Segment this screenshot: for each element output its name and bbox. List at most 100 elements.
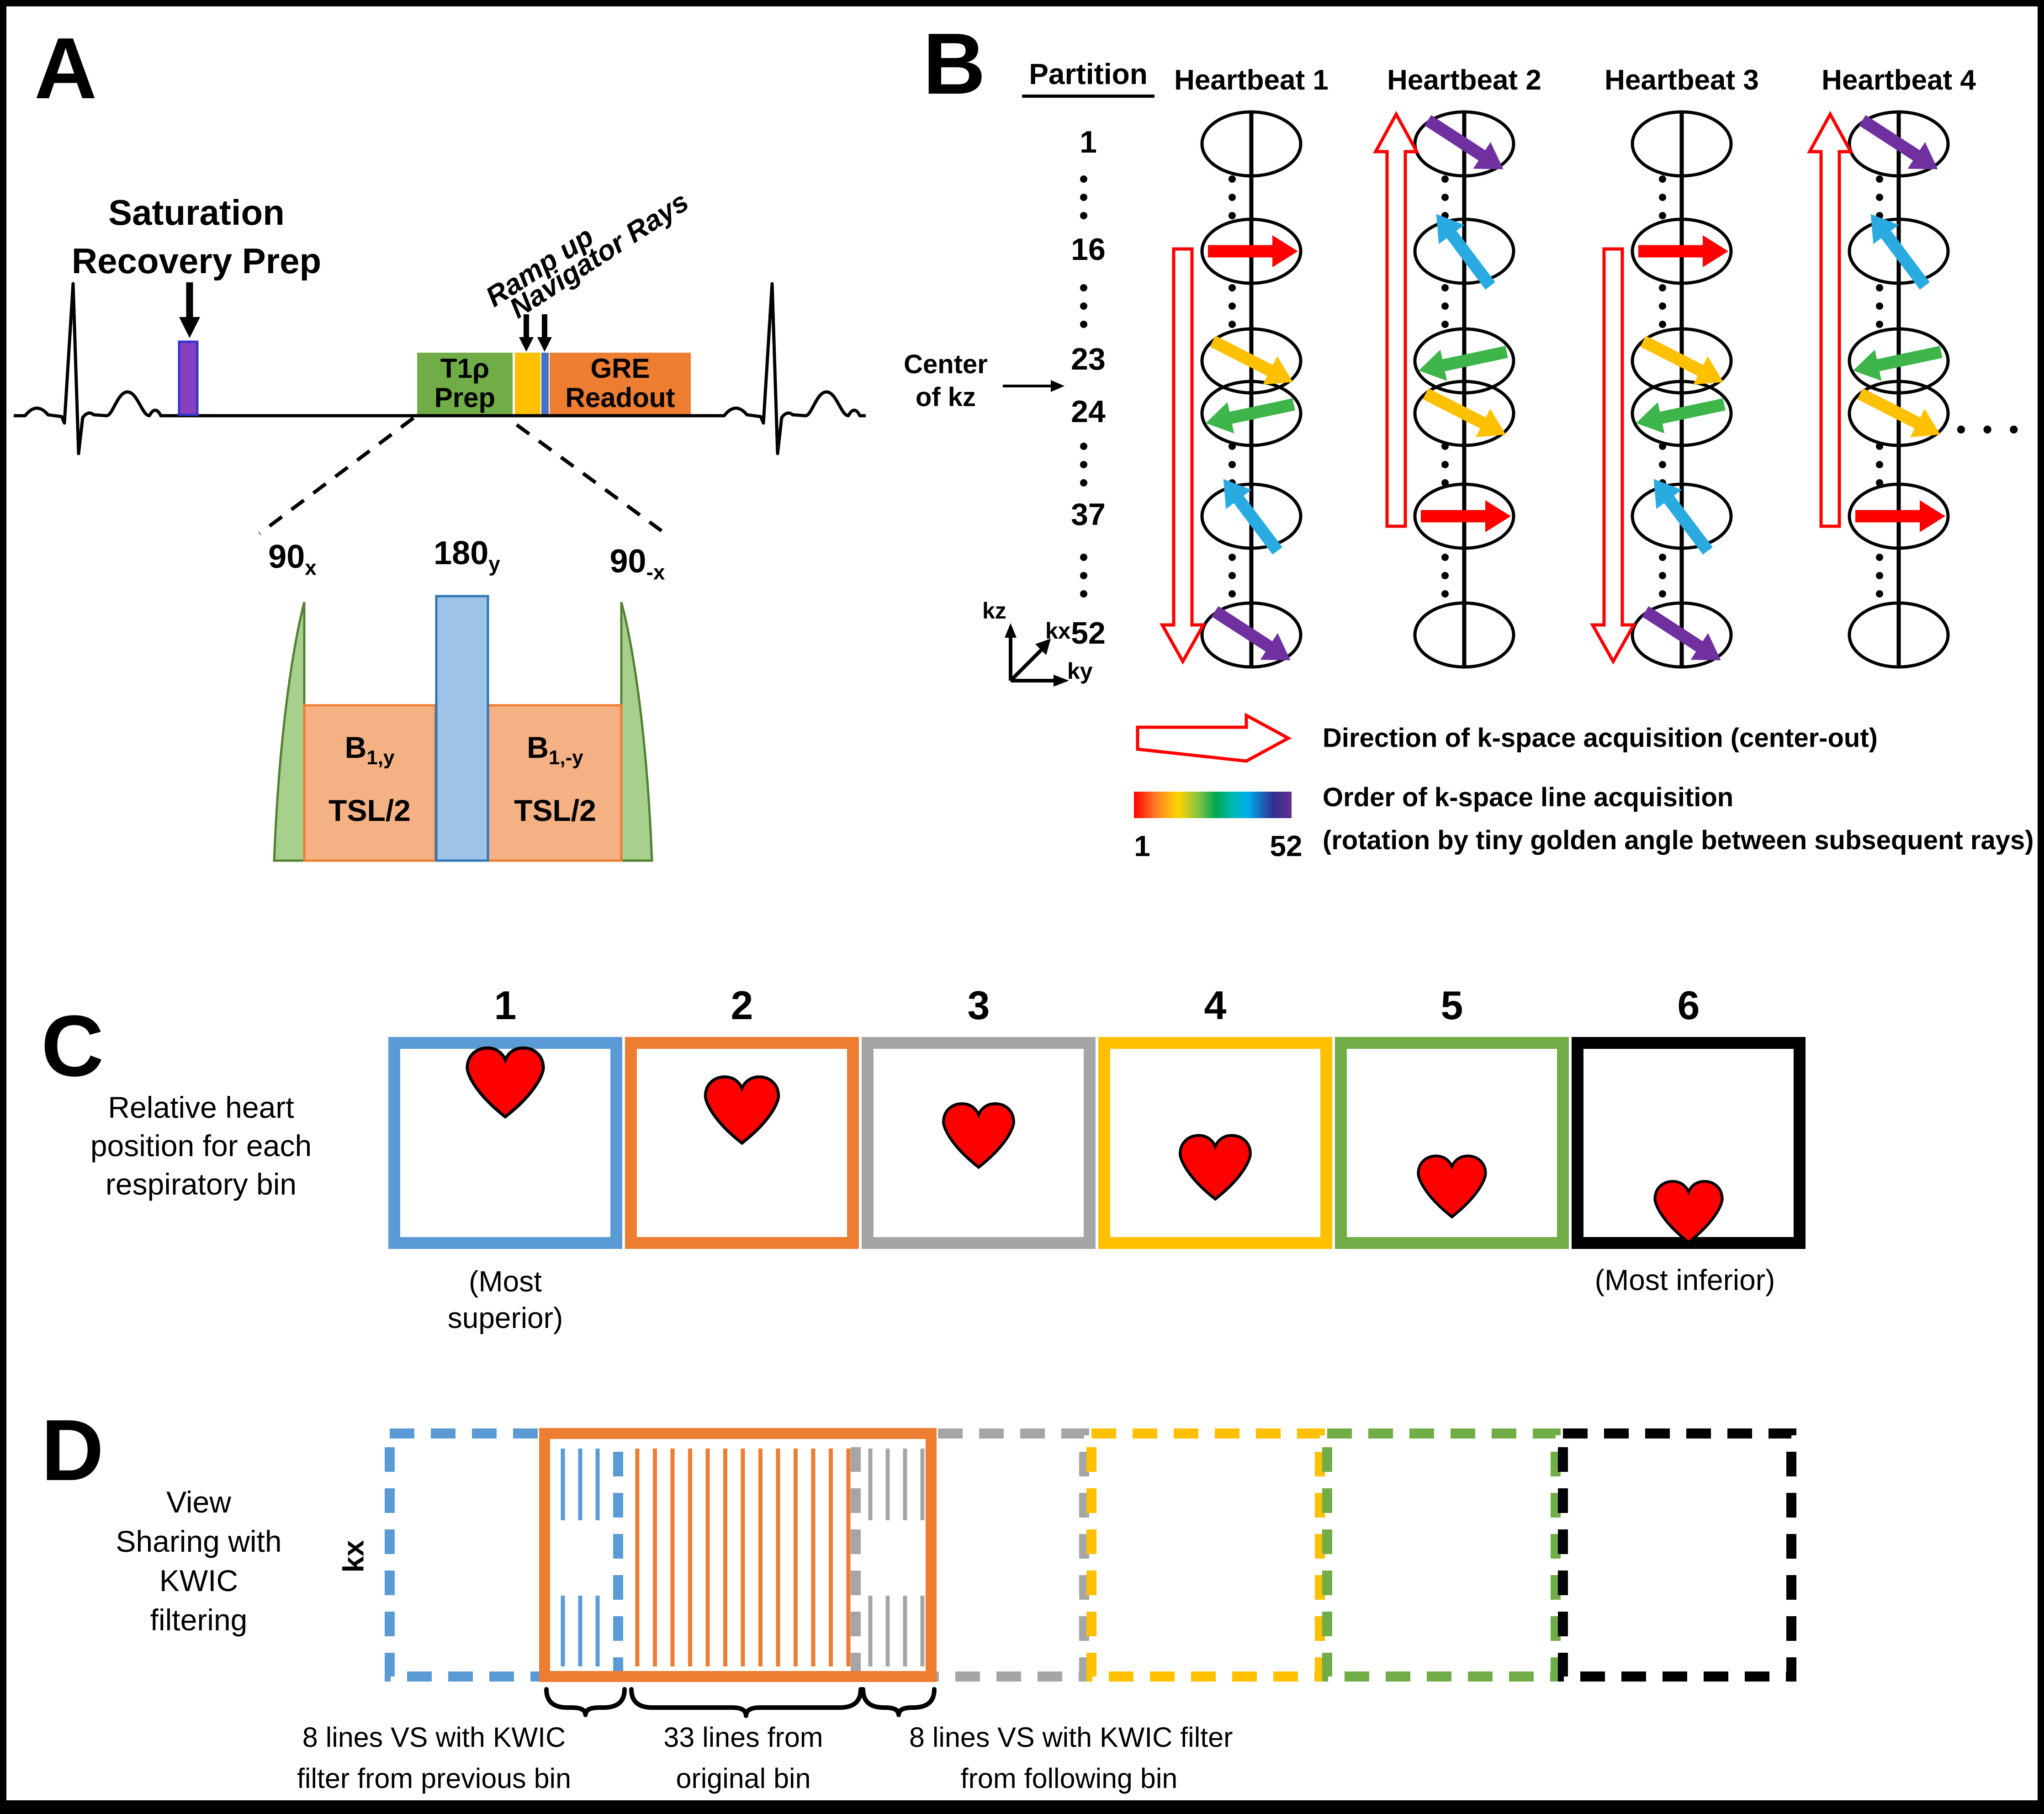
kxy-plane-hb1-p24 [1200,380,1303,447]
kz-axis-head [1005,623,1017,638]
kz-axis-label: kz [982,598,1006,624]
frame-right [2038,0,2044,1814]
hb3-gap0-dot-2 [1659,212,1666,219]
partition-gap1-dot-1 [1080,302,1087,310]
tip-down-90x-pulse [273,602,306,862]
kxy-plane-hb3-p52 [1631,601,1733,669]
hb2-gap2-dot-0 [1441,443,1449,450]
ray-hb4-p1 [1859,115,1938,169]
pulse-90x-label: 90x [254,538,331,580]
frame-left [0,0,6,1814]
kwic-bin-dashed-5 [1558,1428,1796,1682]
annotation-original-line2: original bin [676,1763,811,1794]
hb1-gap0-dot-2 [1229,212,1236,219]
ray-hb3-p37 [1653,479,1713,555]
hb3-gap1-dot-0 [1659,284,1666,291]
ray-hb2-p24 [1423,388,1506,438]
partition-row-37: 37 [1071,497,1106,532]
hb4-gap2-dot-0 [1876,443,1883,450]
sweep-arrow-hb3-down [1590,247,1636,665]
most-inferior-label: (Most inferior) [1594,1264,1775,1296]
ray-hb2-p37 [1421,500,1511,532]
hb4-gap3-dot-1 [1876,572,1883,579]
spinlock1-duration: TSL/2 [328,793,411,827]
kx-axis-label: kx [1045,618,1071,644]
panel-c-label: C [41,998,104,1095]
kxy-plane-hb3-p37 [1631,482,1733,550]
sweep-arrow-hb4-up [1807,111,1853,528]
ray-hb3-p24 [1636,398,1726,434]
kxy-plane-hb3-p1 [1631,110,1733,178]
annotation-original-bin: 33 lines from original bin [606,1717,880,1799]
ray-hb2-p16 [1436,214,1495,290]
ray-hb2-p23 [1419,346,1508,381]
hb3-gap3-dot-0 [1659,554,1666,561]
kxy-plane-hb1-p1 [1200,110,1303,178]
kxy-plane-hb2-p23 [1413,327,1515,395]
hb3-gap1-dot-2 [1659,321,1666,328]
kx-axis-line [1009,647,1044,682]
legend-direction-text: Direction of k-space acquisition (center… [1323,723,1878,753]
kxy-plane-hb4-p52 [1848,601,1950,669]
ray-hb4-p24 [1857,388,1940,438]
bin-number-2: 2 [731,983,753,1028]
kxy-plane-hb2-p52 [1413,601,1515,669]
hb2-gap2-dot-2 [1441,479,1449,487]
ray-hb4-p37 [1855,500,1945,532]
pulse-90negx-sub: -x [646,560,665,584]
ray-hb3-p52 [1642,606,1721,661]
heartbeat-2-header: Heartbeat 2 [1387,64,1541,96]
ramp-up-arrow-head [519,337,534,352]
bin-number-4: 4 [1204,983,1227,1028]
spinlock1-label: B1,y [322,730,418,769]
ray-hb1-p23 [1210,335,1293,385]
most-superior-label: (Most superior) [391,1263,620,1336]
hb2-gap3-dot-0 [1441,554,1449,561]
saturation-recovery-label: Saturation Recovery Prep [71,188,322,285]
partition-gap2-dot-1 [1080,461,1087,468]
hb2-gap3-dot-2 [1441,590,1449,598]
respiratory-bin-box-2 [625,1037,859,1249]
panel-c-caption-line2: position for each [90,1129,312,1163]
hb3-gap0-dot-0 [1659,175,1666,183]
most-superior-line1: (Most [469,1265,542,1298]
panel-c-caption-line1: Relative heart [108,1090,294,1124]
spinlock2-box [487,704,623,862]
pulse-90negx-label: 90-x [594,543,681,584]
hb1-gap1-dot-1 [1229,302,1236,310]
respiratory-bin-box-6 [1572,1037,1806,1249]
bin-number-3: 3 [967,983,990,1028]
panel-d-caption-line1: View [166,1485,231,1519]
hb3-gap0-dot-1 [1659,194,1666,201]
partition-gap0-dot-2 [1080,212,1087,219]
panel-d-caption-line4: filtering [150,1603,248,1637]
ray-hb2-p1 [1424,115,1504,169]
kxy-plane-hb2-p1 [1413,110,1515,178]
hb1-gap3-dot-1 [1229,572,1236,579]
hb2-gap0-dot-1 [1441,194,1449,201]
bin-number-6: 6 [1677,983,1700,1028]
center-kz-arrow-head [1051,380,1064,392]
partition-row-1: 1 [1080,125,1097,159]
brace-previous-lines [544,1687,627,1717]
hb4-gap0-dot-1 [1876,194,1883,201]
heartbeat-ellipsis: • • • [1956,414,2023,444]
kxy-plane-hb4-p1 [1848,110,1950,178]
kwic-window-box [539,1428,937,1682]
partition-row-52: 52 [1071,616,1106,651]
hb3-gap1-dot-1 [1659,302,1666,310]
kwic-bin-dashed-2 [851,1428,1089,1682]
ramp-up-bar [515,353,540,415]
annotation-previous-line1: 8 lines VS with KWIC [302,1722,566,1753]
partition-gap0-dot-1 [1080,194,1087,201]
kx-axis-head [1035,639,1051,655]
pulse-90x-base: 90 [268,539,305,575]
partition-row-16: 16 [1071,232,1106,267]
gre-box-line2: Readout [565,382,675,413]
partition-gap3-dot-2 [1080,590,1087,598]
panel-d-label: D [41,1402,104,1499]
kxy-plane-hb1-p52 [1200,601,1303,669]
kwic-bin-dashed-1 [385,1428,623,1682]
ray-hb3-p23 [1640,335,1723,385]
